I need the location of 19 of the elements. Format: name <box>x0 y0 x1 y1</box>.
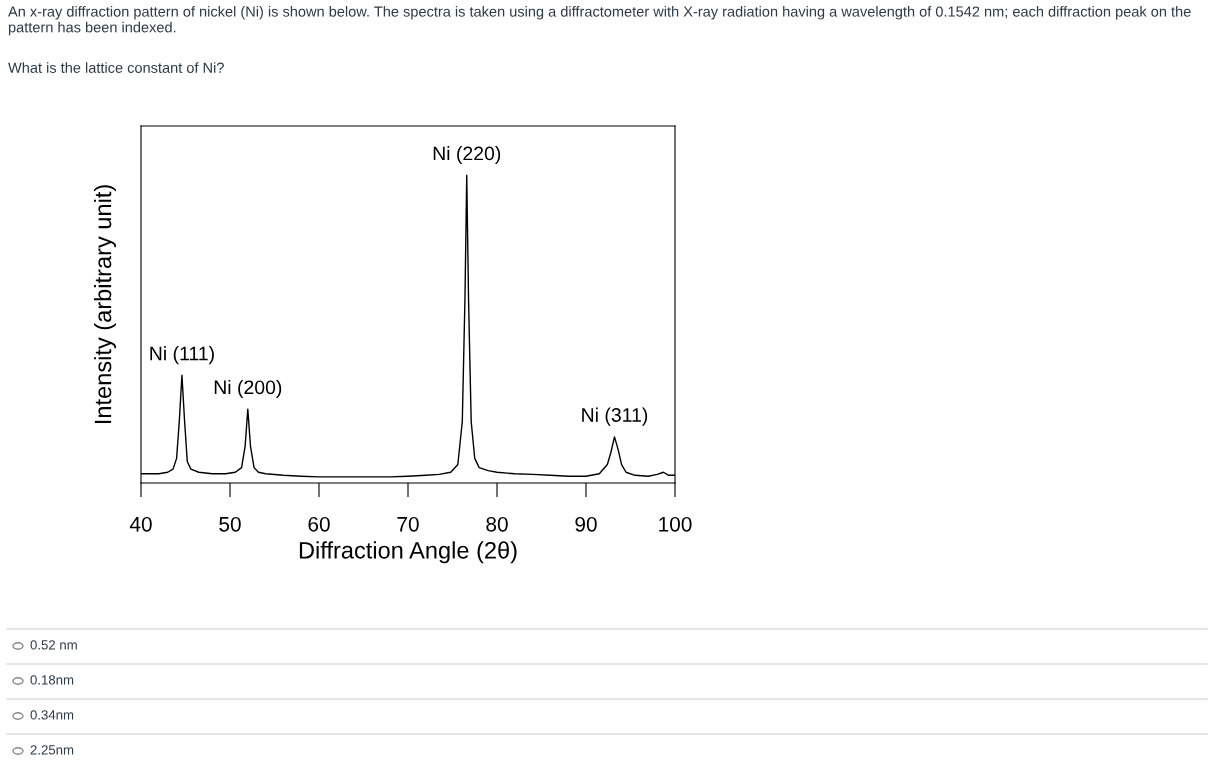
x-tick-label: 100 <box>659 516 692 532</box>
x-tick-label: 90 <box>575 516 597 532</box>
text: 0.34nm <box>30 710 74 720</box>
text: 0.52 nm <box>30 640 77 650</box>
annotation: Ni (111) <box>150 346 214 365</box>
x-tick-label: 60 <box>308 516 330 532</box>
annotation: Ni (200) <box>214 379 282 399</box>
chart-title: An x-ray diffraction pattern of nickel (Ni) is shown below. The spectra is taken using a diffractometer with X-ray radiation having a wavelength of 0.1542 nm; each diffraction peak on the pattern has been indexed. <box>8 6 1191 36</box>
x-tick-label: 40 <box>129 516 152 532</box>
x-tick-label: 50 <box>219 516 241 532</box>
text: 2.25nm <box>30 745 74 755</box>
text: 0.18nm <box>30 675 74 685</box>
chart-subtitle: What is the lattice constant of Ni? <box>8 62 224 73</box>
x-tick-label: 70 <box>397 516 419 532</box>
annotation: Ni (220) <box>433 146 501 165</box>
x-axis-title: Diffraction Angle (2θ) <box>299 541 517 564</box>
x-tick-label: 80 <box>486 516 508 532</box>
annotation: Ni (311) <box>582 407 648 426</box>
y-axis-title: Intensity (arbitrary unit) <box>93 185 116 424</box>
